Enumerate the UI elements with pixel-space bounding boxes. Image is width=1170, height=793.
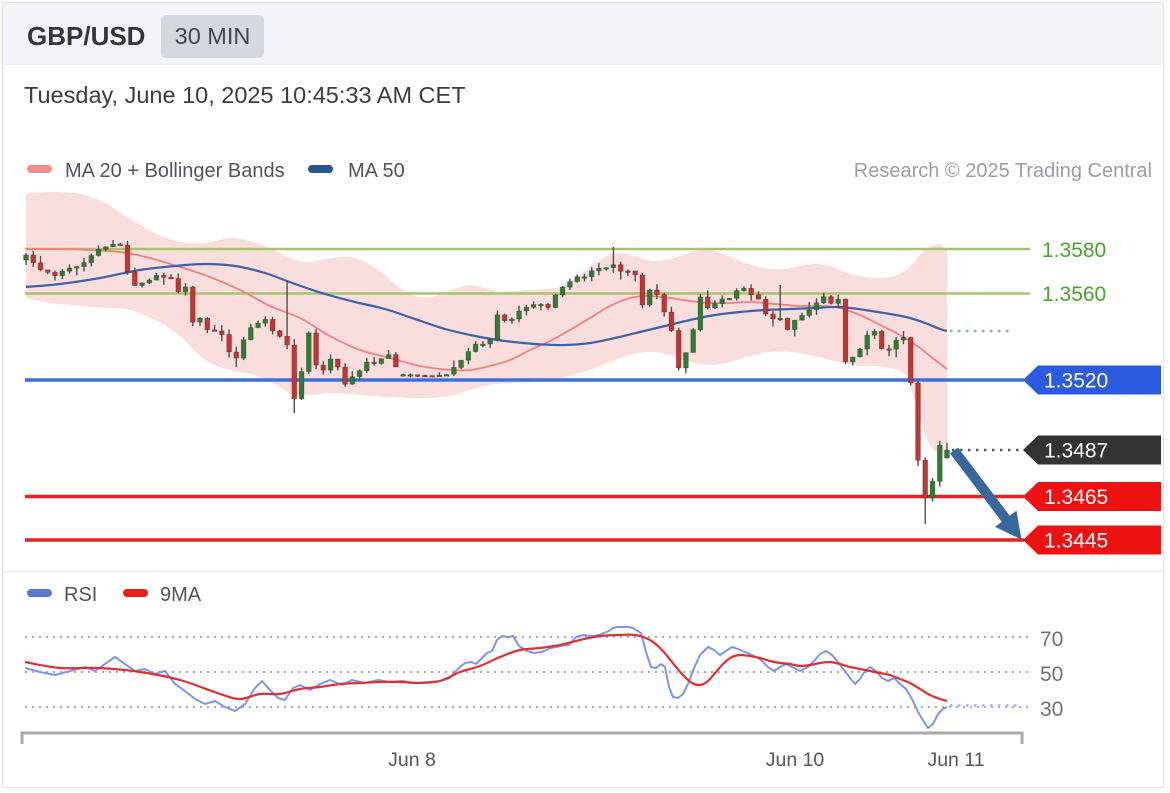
svg-text:70: 70 <box>1040 628 1063 651</box>
svg-text:1.3465: 1.3465 <box>1044 486 1108 509</box>
svg-text:Jun 11: Jun 11 <box>927 749 984 771</box>
svg-text:1.3560: 1.3560 <box>1042 283 1106 306</box>
svg-text:50: 50 <box>1040 663 1063 686</box>
svg-text:1.3445: 1.3445 <box>1044 530 1108 553</box>
svg-text:Jun 8: Jun 8 <box>388 749 436 771</box>
svg-text:1.3520: 1.3520 <box>1044 370 1108 393</box>
svg-text:1.3580: 1.3580 <box>1042 239 1106 262</box>
svg-text:1.3487: 1.3487 <box>1044 440 1108 463</box>
svg-text:Jun 10: Jun 10 <box>766 749 825 771</box>
svg-text:30: 30 <box>1040 698 1063 721</box>
